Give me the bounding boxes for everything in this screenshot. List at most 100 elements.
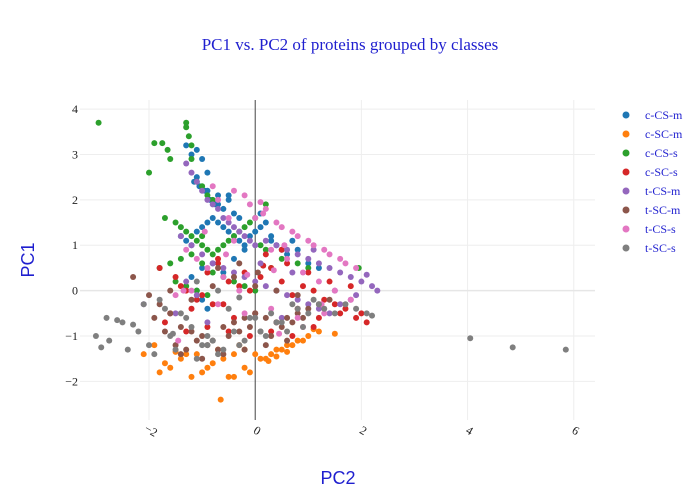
data-point[interactable] xyxy=(246,287,253,294)
data-point[interactable] xyxy=(294,296,301,303)
data-point[interactable] xyxy=(199,156,206,163)
data-point[interactable] xyxy=(220,301,227,308)
data-point[interactable] xyxy=(236,283,243,290)
data-point[interactable] xyxy=(241,364,248,371)
data-point[interactable] xyxy=(188,287,195,294)
data-point[interactable] xyxy=(353,314,360,321)
data-point[interactable] xyxy=(172,346,179,353)
data-point[interactable] xyxy=(199,355,206,362)
data-point[interactable] xyxy=(230,351,237,358)
data-point[interactable] xyxy=(225,228,232,235)
data-point[interactable] xyxy=(220,269,227,276)
data-point[interactable] xyxy=(262,333,269,340)
data-point[interactable] xyxy=(230,224,237,231)
data-point[interactable] xyxy=(188,328,195,335)
data-point[interactable] xyxy=(305,255,312,262)
data-point[interactable] xyxy=(183,328,190,335)
data-point[interactable] xyxy=(294,233,301,240)
data-point[interactable] xyxy=(326,278,333,285)
data-point[interactable] xyxy=(193,351,200,358)
legend[interactable]: c-CS-m c-SC-m c-CS-s c-SC-s t-CS-m t-SC-m t-CS… xyxy=(622,108,683,255)
data-point[interactable] xyxy=(252,351,259,358)
data-point[interactable] xyxy=(220,346,227,353)
data-point[interactable] xyxy=(172,274,179,281)
data-point[interactable] xyxy=(172,342,179,349)
data-point[interactable] xyxy=(156,301,163,308)
data-point[interactable] xyxy=(241,314,248,321)
data-point[interactable] xyxy=(268,328,275,335)
data-point[interactable] xyxy=(241,246,248,253)
data-point[interactable] xyxy=(225,373,232,380)
data-point[interactable] xyxy=(337,255,344,262)
data-point[interactable] xyxy=(183,246,190,253)
data-point[interactable] xyxy=(161,305,168,312)
data-point[interactable] xyxy=(215,246,222,253)
data-point[interactable] xyxy=(363,319,370,326)
data-point[interactable] xyxy=(183,346,190,353)
data-point[interactable] xyxy=(215,346,222,353)
data-point[interactable] xyxy=(225,192,232,199)
data-point[interactable] xyxy=(204,333,211,340)
data-point[interactable] xyxy=(188,242,195,249)
data-point[interactable] xyxy=(331,330,338,337)
data-point[interactable] xyxy=(374,287,381,294)
data-point[interactable] xyxy=(241,337,248,344)
data-point[interactable] xyxy=(305,333,312,340)
data-point[interactable] xyxy=(236,294,243,301)
data-point[interactable] xyxy=(161,360,168,367)
data-point[interactable] xyxy=(310,296,317,303)
data-point[interactable] xyxy=(289,228,296,235)
data-point[interactable] xyxy=(209,251,216,258)
data-point[interactable] xyxy=(188,156,195,163)
data-point[interactable] xyxy=(268,237,275,244)
data-point[interactable] xyxy=(188,274,195,281)
data-point[interactable] xyxy=(369,283,376,290)
data-point[interactable] xyxy=(273,287,280,294)
data-point[interactable] xyxy=(151,314,158,321)
data-point[interactable] xyxy=(241,346,248,353)
data-point[interactable] xyxy=(183,160,190,167)
legend-item-t-SC-s[interactable]: t-SC-s xyxy=(622,241,677,255)
data-point[interactable] xyxy=(183,351,190,358)
data-point[interactable] xyxy=(199,292,206,299)
data-point[interactable] xyxy=(193,255,200,262)
data-point[interactable] xyxy=(199,233,206,240)
data-point[interactable] xyxy=(199,224,206,231)
data-point[interactable] xyxy=(193,278,200,285)
data-point[interactable] xyxy=(363,310,370,317)
data-point[interactable] xyxy=(289,292,296,299)
data-point[interactable] xyxy=(342,301,349,308)
data-point[interactable] xyxy=(321,296,328,303)
data-point[interactable] xyxy=(193,355,200,362)
data-point[interactable] xyxy=(347,274,354,281)
data-point[interactable] xyxy=(246,237,253,244)
data-point[interactable] xyxy=(347,296,354,303)
data-point[interactable] xyxy=(95,119,102,126)
data-point[interactable] xyxy=(305,310,312,317)
data-point[interactable] xyxy=(183,119,190,126)
data-point[interactable] xyxy=(156,264,163,271)
data-point[interactable] xyxy=(289,319,296,326)
data-point[interactable] xyxy=(183,237,190,244)
data-point[interactable] xyxy=(159,140,166,147)
data-point[interactable] xyxy=(193,237,200,244)
data-point[interactable] xyxy=(310,242,317,249)
data-point[interactable] xyxy=(204,246,211,253)
data-point[interactable] xyxy=(268,310,275,317)
data-point[interactable] xyxy=(177,310,184,317)
data-point[interactable] xyxy=(204,187,211,194)
data-point[interactable] xyxy=(209,269,216,276)
data-point[interactable] xyxy=(225,305,232,312)
data-point[interactable] xyxy=(353,264,360,271)
data-point[interactable] xyxy=(326,251,333,258)
data-point[interactable] xyxy=(156,369,163,376)
data-point[interactable] xyxy=(114,317,121,324)
data-point[interactable] xyxy=(151,140,158,147)
data-point[interactable] xyxy=(204,323,211,330)
data-point[interactable] xyxy=(230,233,237,240)
data-point[interactable] xyxy=(278,346,285,353)
data-point[interactable] xyxy=(315,278,322,285)
data-point[interactable] xyxy=(119,319,126,326)
data-point[interactable] xyxy=(188,151,195,158)
data-point[interactable] xyxy=(193,228,200,235)
